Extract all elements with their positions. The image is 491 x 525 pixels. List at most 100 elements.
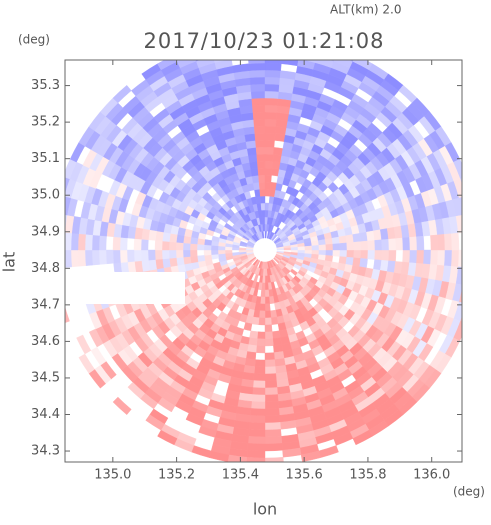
y-tick-label: 35.0 <box>31 188 60 203</box>
radar-cell <box>261 209 266 218</box>
radar-cell <box>112 236 121 251</box>
radar-cell <box>318 445 339 458</box>
radar-cell <box>255 345 266 354</box>
radar-cell <box>260 289 266 298</box>
radar-cell <box>88 328 104 348</box>
radar-cell <box>311 245 320 251</box>
radar-cell <box>255 139 266 148</box>
radar-cell <box>388 238 397 251</box>
radar-cell <box>65 232 72 251</box>
radar-cell <box>339 249 348 258</box>
radar-cell <box>259 188 266 197</box>
radar-cell <box>264 289 270 298</box>
radar-cell <box>112 249 121 264</box>
y-tick-label: 35.1 <box>31 151 60 166</box>
radar-cell <box>264 125 277 134</box>
radar-cell <box>127 381 146 399</box>
radar-cell <box>203 244 212 251</box>
radar-cell <box>345 234 354 244</box>
radar-cell <box>264 111 278 120</box>
radar-cell <box>175 249 184 258</box>
radar-cell <box>245 351 257 360</box>
radar-cell <box>264 359 276 368</box>
radar-cell <box>297 246 306 251</box>
radar-cell <box>224 249 233 254</box>
y-tick-label: 34.4 <box>31 407 60 422</box>
radar-cell <box>249 161 259 170</box>
radar-cell <box>250 401 266 410</box>
radar-cell <box>264 160 273 169</box>
radar-cell <box>264 282 269 291</box>
radar-cell <box>260 195 266 204</box>
radar-cell <box>352 257 361 267</box>
radar-cell <box>455 266 462 285</box>
radar-cell <box>254 359 266 368</box>
radar-cell <box>402 237 411 251</box>
radar-cell <box>250 408 266 417</box>
radar-cell <box>416 235 425 251</box>
y-axis-label: lat <box>0 252 19 273</box>
radar-cell <box>381 238 390 251</box>
radar-cell <box>318 244 327 251</box>
radar-cell <box>451 232 460 251</box>
radar-cell <box>133 238 142 251</box>
radar-cell <box>258 310 266 319</box>
altitude-label: ALT(km) 2.0 <box>330 3 401 17</box>
radar-cell <box>353 241 362 251</box>
radar-cell <box>264 380 278 389</box>
radar-cell <box>252 387 266 396</box>
radar-cell <box>304 245 313 251</box>
radar-cell <box>353 249 362 259</box>
radar-cell <box>162 231 171 242</box>
radar-cell <box>264 310 272 319</box>
radar-cell <box>264 415 281 424</box>
radar-cell <box>238 247 247 251</box>
radar-cell <box>161 249 170 260</box>
radar-cell <box>257 160 266 169</box>
radar-cell <box>169 257 178 267</box>
radar-cell <box>338 235 347 244</box>
radar-cell <box>465 232 473 250</box>
radar-cell <box>252 380 266 389</box>
radar-cell <box>273 344 284 353</box>
radar-cell <box>264 118 277 127</box>
radar-cell <box>246 450 266 459</box>
radar-cell <box>140 249 149 262</box>
radar-cell <box>251 97 266 106</box>
radar-cell <box>119 237 128 251</box>
radar-cell <box>126 249 135 263</box>
radar-cell <box>238 249 247 253</box>
radar-cell <box>145 414 165 431</box>
x-tick-label: 135.6 <box>286 468 323 483</box>
radar-cell <box>204 254 213 261</box>
radar-cell <box>264 268 268 277</box>
radar-cell <box>70 249 79 268</box>
radar-cell <box>248 154 258 163</box>
radar-cell <box>466 286 477 306</box>
radar-cell <box>256 338 266 347</box>
radar-cell <box>250 168 259 177</box>
radar-cell <box>253 366 266 375</box>
radar-cell <box>182 249 191 258</box>
radar-cell <box>260 202 266 211</box>
radar-cell <box>381 249 390 262</box>
radar-cell <box>140 238 149 251</box>
radar-cell <box>257 331 266 340</box>
radar-cell <box>352 429 373 446</box>
radar-cell <box>203 249 212 256</box>
radar-cell <box>246 147 257 156</box>
radar-cell <box>264 456 284 462</box>
radar-cell <box>197 255 206 263</box>
radar-cell <box>112 396 132 415</box>
radar-cell <box>264 443 283 452</box>
radar-cell <box>246 344 257 353</box>
radar-cell <box>258 174 266 183</box>
radar-cell <box>253 274 259 283</box>
radar-cell <box>458 197 462 212</box>
radar-cell <box>360 240 369 251</box>
radar-cell <box>317 239 326 246</box>
radar-cell <box>90 346 107 366</box>
radar-cell <box>256 153 266 162</box>
radar-cell <box>270 309 278 318</box>
